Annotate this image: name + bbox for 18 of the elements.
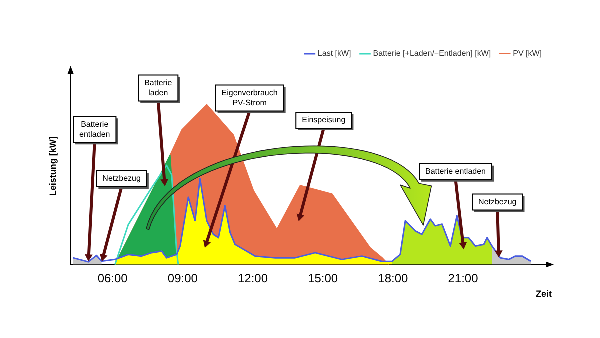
annotation: Batterie entladen [426, 167, 486, 176]
legend-label: Last [kW] [318, 49, 352, 58]
annotation: Eigenverbrauch PV-Strom [222, 88, 278, 108]
x-tick-label: 21:00 [448, 271, 479, 286]
legend-label: PV [kW] [513, 49, 542, 58]
x-tick-label: 15:00 [308, 271, 338, 286]
x-tick-label: 09:00 [168, 271, 198, 286]
text: Batterie laden [144, 78, 173, 98]
x-tick-label: 18:00 [378, 271, 408, 286]
x-axis-title: Zeit [536, 289, 552, 300]
x-tick-label: 06:00 [98, 271, 128, 286]
annotation: Einspeisung [302, 116, 346, 125]
y-axis-title: Leistung [kW] [48, 136, 58, 196]
annotation: Netzbezug [102, 174, 141, 184]
x-tick-label: 12:00 [238, 271, 268, 286]
annotation: Netzbezug [478, 197, 517, 206]
legend-label: Batterie [+Laden/−Entladen] [kW] [373, 49, 492, 58]
annotation: Batterie entladen [80, 120, 110, 139]
